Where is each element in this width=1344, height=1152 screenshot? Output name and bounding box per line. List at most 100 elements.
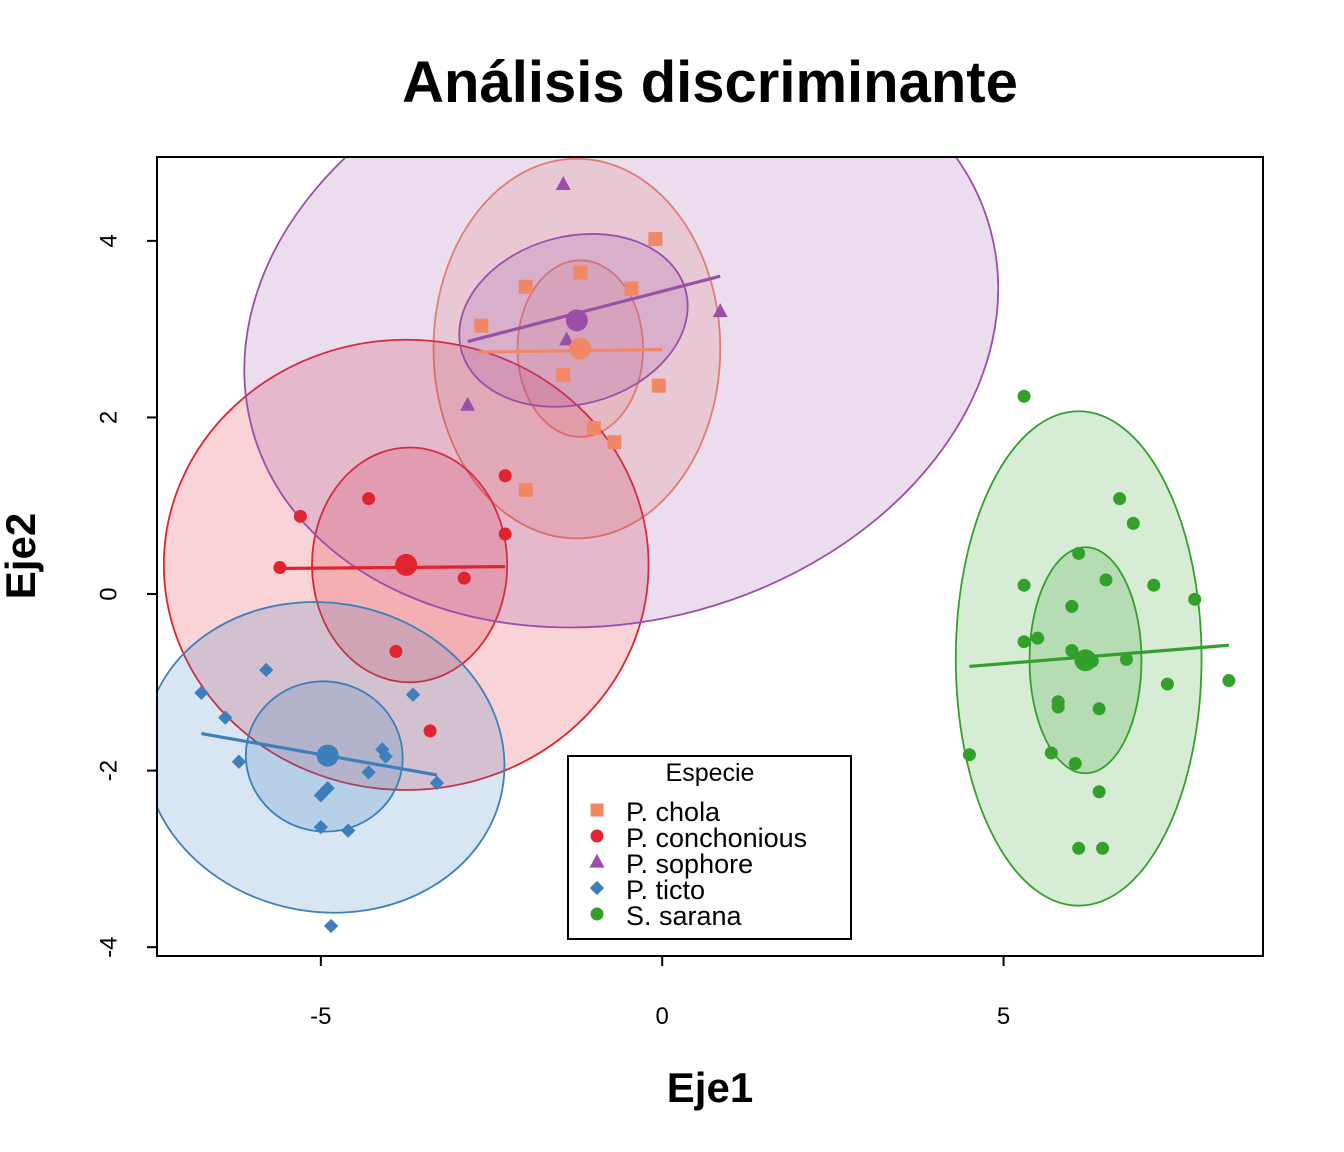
legend-p-conchonious-label: P. conchonious	[626, 823, 807, 853]
p-chola-point	[518, 482, 533, 497]
p-ticto-point	[323, 918, 339, 934]
p-conchonious-regression-line	[279, 565, 506, 571]
p-sophore-ellipse-2	[243, 157, 1000, 629]
s-sarana-point	[1068, 757, 1082, 771]
p-chola-point	[573, 265, 588, 280]
p-chola-point	[624, 281, 639, 296]
legend-item-p-sophore: P. sophore	[589, 849, 753, 879]
p-sophore-regression-line	[467, 274, 721, 344]
x-axis-label: Eje1	[667, 1064, 753, 1111]
p-chola-point	[518, 279, 533, 294]
p-conchonious-point	[457, 571, 471, 585]
p-ticto-point	[259, 662, 274, 678]
p-conchonious-point	[389, 644, 403, 658]
s-sarana-point	[1017, 635, 1031, 649]
s-sarana-regression-line	[969, 643, 1229, 669]
legend-item-p-chola: P. chola	[590, 797, 721, 827]
p-ticto-point	[429, 775, 445, 791]
legend-p-ticto-label: P. ticto	[626, 875, 705, 905]
legend-p-sophore-marker	[589, 853, 605, 868]
p-sophore-point	[460, 396, 476, 411]
s-sarana-point	[1147, 578, 1161, 592]
s-sarana-point	[1065, 599, 1079, 613]
legend-p-conchonious-marker	[590, 829, 604, 843]
regression-layer	[201, 274, 1229, 777]
legend-s-sarana-marker	[590, 907, 604, 921]
s-sarana-point	[1044, 746, 1058, 760]
legend-p-chola-marker	[590, 803, 604, 817]
p-ticto-point	[361, 765, 376, 780]
s-sarana-point	[1017, 389, 1031, 403]
x-tick-label: -5	[310, 1003, 331, 1030]
s-sarana-point	[1119, 652, 1133, 666]
p-conchonious-centroid	[395, 553, 418, 576]
p-ticto-point	[313, 819, 329, 835]
plot-area	[157, 157, 1236, 934]
p-chola-point	[651, 378, 666, 393]
y-tick-label: -2	[96, 760, 123, 781]
y-tick-label: 0	[96, 587, 123, 600]
s-sarana-point	[1017, 578, 1031, 592]
y-tick-label: 2	[96, 411, 123, 424]
p-chola-point	[648, 232, 663, 247]
p-ticto-centroid	[316, 744, 339, 767]
s-sarana-point	[1031, 631, 1045, 645]
s-sarana-point	[1160, 677, 1174, 691]
p-conchonious-point	[293, 509, 307, 523]
legend-item-s-sarana: S. sarana	[590, 901, 743, 931]
p-ticto-point	[231, 754, 247, 769]
x-tick-label: 5	[997, 1003, 1010, 1030]
legend-title: Especie	[666, 759, 755, 787]
x-tick-label: 0	[656, 1003, 669, 1030]
s-sarana-point	[1099, 573, 1113, 587]
legend-item-p-conchonious: P. conchonious	[590, 823, 807, 853]
p-chola-centroid	[569, 337, 592, 360]
legend-p-chola-label: P. chola	[626, 797, 721, 827]
p-chola-point	[586, 421, 601, 436]
legend-p-ticto-marker	[589, 880, 605, 896]
legend-box	[567, 755, 852, 940]
p-conchonious-point	[362, 492, 376, 506]
s-sarana-point	[1092, 785, 1106, 799]
ellipse-layer	[157, 157, 1203, 914]
s-sarana-point	[1072, 841, 1086, 855]
s-sarana-point	[1113, 492, 1127, 506]
p-conchonious-point	[498, 469, 512, 483]
s-sarana-point	[1222, 674, 1236, 688]
chart-title: Análisis discriminante	[402, 50, 1018, 115]
s-sarana-point	[1065, 644, 1079, 658]
p-ticto-point	[313, 788, 329, 803]
p-ticto-point	[405, 687, 421, 702]
p-chola-point	[474, 318, 489, 333]
p-ticto-point	[341, 823, 356, 838]
p-ticto-point	[378, 749, 393, 764]
p-conchonious-point	[498, 527, 512, 541]
p-sophore-point	[555, 176, 571, 190]
y-axis: -4 -2 0 2 4	[96, 234, 158, 958]
s-sarana-point	[1126, 516, 1140, 530]
y-tick-label: 4	[96, 234, 123, 247]
s-sarana-point	[962, 748, 976, 762]
legend-p-sophore-label: P. sophore	[626, 849, 753, 879]
y-tick-label: -4	[96, 936, 123, 957]
legend-item-p-ticto: P. ticto	[589, 875, 705, 905]
p-conchonious-point	[423, 724, 437, 738]
p-sophore-point	[712, 303, 728, 318]
x-axis: -5 0 5	[310, 955, 1010, 1030]
p-sophore-point	[559, 331, 575, 346]
s-sarana-point	[1072, 546, 1086, 560]
s-sarana-point	[1188, 592, 1202, 606]
y-axis-label: Eje2	[0, 513, 44, 599]
p-ticto-point	[218, 710, 233, 725]
p-ticto-point	[194, 685, 209, 701]
legend-s-sarana-label: S. sarana	[626, 901, 743, 931]
p-chola-point	[607, 435, 622, 450]
p-chola-point	[556, 368, 571, 383]
s-sarana-point	[1096, 841, 1110, 855]
s-sarana-point	[1092, 702, 1106, 716]
s-sarana-point	[1051, 700, 1065, 714]
p-sophore-centroid	[565, 309, 588, 332]
